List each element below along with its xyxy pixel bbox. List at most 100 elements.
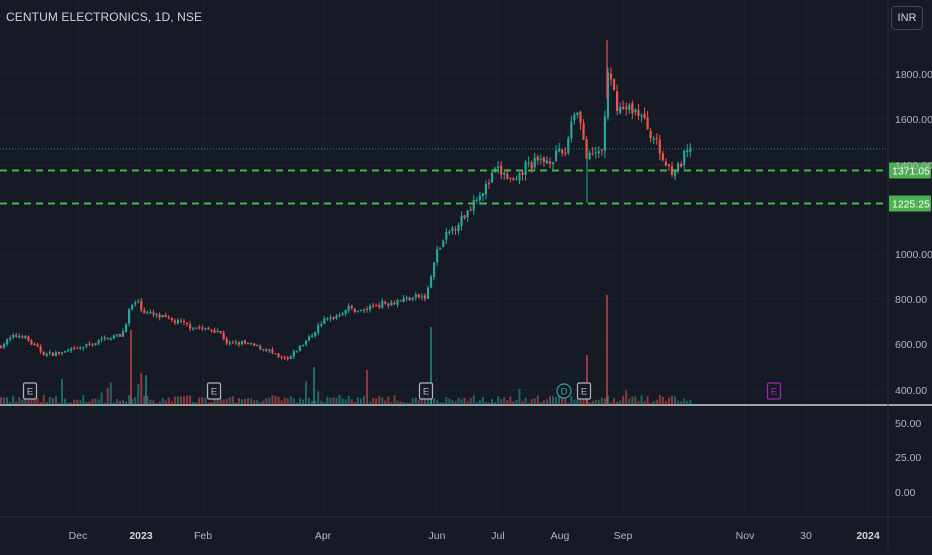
currency-button[interactable]: INR — [891, 6, 923, 30]
volume-bar — [118, 400, 121, 405]
candle-body — [625, 107, 628, 110]
volume-bar — [137, 384, 140, 405]
candle-body — [36, 344, 39, 347]
candle-body — [561, 150, 564, 154]
volume-bar — [356, 397, 359, 405]
candle-body — [436, 249, 439, 262]
candle-body — [326, 318, 329, 320]
earnings-marker[interactable]: E — [418, 382, 434, 400]
volume-bar — [250, 398, 253, 405]
candle-body — [646, 117, 649, 130]
candle-body — [335, 315, 338, 319]
dividend-marker[interactable]: D — [556, 383, 572, 399]
candle-body — [76, 347, 79, 349]
candle-body — [198, 327, 201, 329]
volume-bar — [555, 397, 558, 405]
volume-bar — [30, 395, 33, 405]
volume-bar — [51, 398, 54, 405]
volume-bar — [115, 398, 118, 405]
volume-bar — [524, 397, 527, 405]
volume-bar — [280, 400, 283, 405]
candle-body — [500, 165, 503, 175]
horizontal-levels[interactable]: 1371.05 1225.25 — [0, 148, 931, 212]
volume-bar — [680, 401, 683, 405]
volume-bar — [463, 397, 466, 405]
candle-body — [433, 262, 436, 278]
volume-bar — [320, 400, 323, 405]
volume-bar — [295, 402, 298, 405]
volume-bar — [21, 399, 24, 405]
earnings-marker[interactable]: E — [206, 382, 222, 400]
volume-bar — [353, 402, 356, 405]
candle-body — [152, 312, 155, 315]
candle-body — [372, 305, 375, 307]
candle-body — [42, 351, 45, 356]
candle-body — [573, 114, 576, 121]
candle-body — [124, 324, 128, 333]
candle-body — [582, 123, 585, 140]
candle-body — [484, 183, 488, 195]
volume-bar — [24, 397, 27, 405]
earnings-marker[interactable]: E — [576, 382, 592, 400]
candle-body — [350, 305, 353, 308]
candle-body — [48, 352, 51, 354]
candle-body — [164, 315, 167, 317]
volume-bar — [97, 399, 100, 405]
volume-bar — [335, 397, 338, 405]
candle-body — [490, 172, 494, 183]
candle-body — [457, 224, 460, 232]
candle-body — [661, 153, 664, 161]
time-tick-label: Jun — [429, 530, 446, 542]
volume-bar — [518, 389, 521, 405]
volume-bar — [109, 382, 112, 405]
volume-bar — [286, 398, 289, 405]
candle-body — [280, 356, 283, 358]
volume-bar — [643, 401, 646, 405]
candle-body — [603, 116, 606, 151]
candle-body — [518, 173, 521, 181]
candle-body — [420, 296, 423, 298]
volume-bar — [198, 397, 201, 405]
horizontal-level-1371.05[interactable]: 1371.05 — [0, 162, 931, 179]
candle-body — [616, 91, 619, 112]
volume-bar — [240, 399, 243, 405]
volume-bar — [201, 397, 204, 405]
volume-bar — [170, 401, 173, 405]
earnings-marker-badge — [766, 382, 782, 400]
volume-bar — [27, 400, 30, 405]
candle-body — [612, 78, 616, 90]
volume-bar — [671, 395, 673, 405]
candle-body — [207, 327, 210, 330]
volume-bar — [292, 398, 295, 405]
candle-body — [277, 353, 280, 357]
candle-body — [353, 308, 356, 312]
candle-body — [631, 103, 634, 114]
volume-bar — [317, 391, 320, 405]
volume-bar — [122, 399, 124, 405]
candle-body — [341, 313, 344, 316]
volume-bar — [582, 399, 585, 405]
candle-body — [622, 106, 625, 109]
volume-bar — [497, 396, 500, 405]
volume-spike — [606, 295, 608, 405]
volume-bar — [179, 396, 182, 405]
candle-body — [567, 138, 570, 154]
earnings-marker[interactable]: E — [22, 382, 38, 400]
volume-bar — [481, 397, 484, 405]
candle-body — [533, 157, 536, 168]
candle-body — [509, 177, 512, 179]
volume-bar — [100, 392, 103, 405]
candle-body — [63, 351, 67, 353]
candle-body — [344, 309, 347, 315]
volume-bar — [262, 400, 265, 405]
horizontal-level-1225.25[interactable]: 1225.25 — [0, 195, 931, 212]
volume-bar — [646, 396, 649, 405]
candle-body — [298, 345, 301, 351]
future-earnings-marker[interactable]: E — [766, 382, 782, 400]
candle-body — [548, 161, 552, 164]
volume-bar — [9, 402, 12, 405]
